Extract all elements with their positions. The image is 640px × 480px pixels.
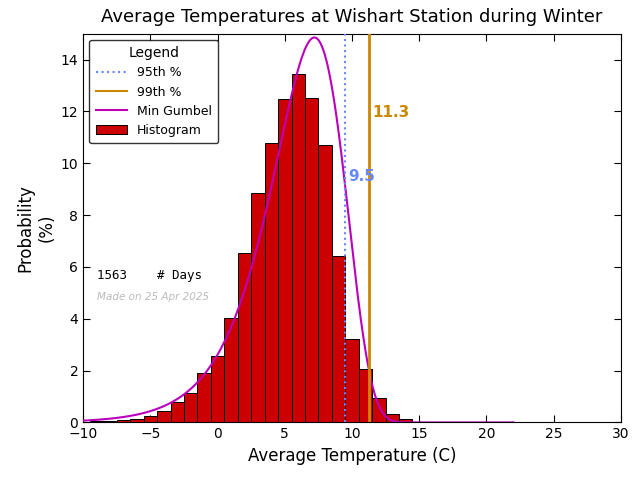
Bar [372,397,385,422]
Bar [131,419,143,422]
Text: Made on 25 Apr 2025: Made on 25 Apr 2025 [97,292,209,302]
Bar [237,253,251,422]
Bar [292,74,305,422]
Bar [184,393,197,422]
Text: 11.3: 11.3 [372,105,410,120]
Y-axis label: Probability
(%): Probability (%) [17,184,55,272]
Bar [211,356,224,422]
Bar [319,145,332,422]
Bar [358,369,372,422]
Bar [224,318,237,422]
Bar [197,372,211,422]
Bar [346,339,358,422]
Text: 9.5: 9.5 [348,169,375,184]
Legend: 95th %, 99th %, Min Gumbel, Histogram: 95th %, 99th %, Min Gumbel, Histogram [90,40,218,144]
Bar [251,193,265,422]
Bar [305,98,318,422]
Bar [332,256,345,422]
Bar [399,419,412,422]
Bar [157,411,170,422]
Bar [116,420,131,422]
Bar [278,99,291,422]
Bar [170,402,184,422]
Bar [90,421,103,422]
X-axis label: Average Temperature (C): Average Temperature (C) [248,447,456,465]
Bar [385,414,399,422]
Title: Average Temperatures at Wishart Station during Winter: Average Temperatures at Wishart Station … [101,9,603,26]
Bar [265,143,278,422]
Bar [103,421,116,422]
Bar [143,416,157,422]
Text: 1563    # Days: 1563 # Days [97,269,202,282]
